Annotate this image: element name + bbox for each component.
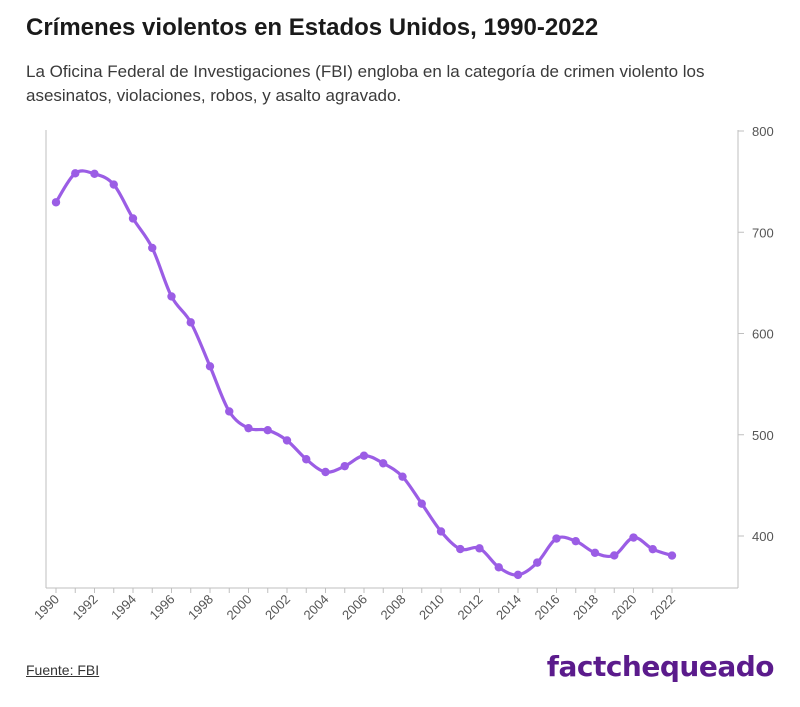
data-point-2012[interactable] — [475, 544, 484, 553]
data-point-2015[interactable] — [533, 558, 542, 567]
x-tick-label: 2016 — [532, 592, 563, 623]
x-tick-label: 2014 — [493, 592, 524, 623]
y-tick-label: 800 — [752, 124, 774, 139]
x-tick-label: 2012 — [455, 592, 486, 623]
x-tick-label: 2004 — [301, 592, 332, 623]
x-tick-label: 1998 — [185, 592, 216, 623]
x-tick-label: 2010 — [416, 592, 447, 623]
brand-logo: factchequeado — [546, 650, 775, 683]
data-point-2009[interactable] — [417, 499, 426, 508]
x-tick-label: 2002 — [262, 592, 293, 623]
data-point-1991[interactable] — [71, 169, 80, 178]
x-tick-label: 2008 — [378, 592, 409, 623]
data-point-2019[interactable] — [610, 551, 619, 560]
data-point-2006[interactable] — [359, 451, 369, 460]
x-tick-label: 1990 — [31, 592, 62, 623]
data-point-2018[interactable] — [590, 548, 600, 558]
data-point-2020[interactable] — [629, 533, 638, 542]
data-point-1990[interactable] — [51, 198, 61, 207]
data-point-2010[interactable] — [436, 527, 446, 536]
data-point-1998[interactable] — [205, 362, 215, 371]
x-axis-ticks: 1990 1992 1994 1996 1998 2000 2002 2004 2006 2008… — [31, 588, 678, 623]
data-point-2003[interactable] — [302, 455, 311, 464]
y-tick-label: 600 — [752, 327, 774, 342]
data-point-2022[interactable] — [667, 551, 677, 560]
y-tick-label: 700 — [752, 225, 774, 240]
data-point-2002[interactable] — [282, 436, 292, 445]
x-tick-label: 1996 — [147, 592, 178, 623]
y-tick-label: 400 — [752, 529, 774, 544]
data-point-2011[interactable] — [456, 544, 465, 554]
data-point-2008[interactable] — [398, 472, 407, 481]
y-axis-ticks: 400 500 600 700 800 — [738, 124, 774, 544]
data-point-2001[interactable] — [263, 425, 272, 435]
x-tick-label: 2006 — [339, 592, 370, 623]
data-point-2021[interactable] — [648, 544, 657, 554]
x-tick-label: 2020 — [609, 592, 640, 623]
source-link[interactable]: Fuente: FBI — [26, 662, 100, 678]
data-point-2000[interactable] — [244, 423, 253, 433]
data-point-1994[interactable] — [128, 214, 138, 223]
data-point-1996[interactable] — [167, 292, 176, 301]
data-point-1999[interactable] — [225, 407, 234, 416]
data-point-2014[interactable] — [513, 570, 523, 580]
x-tick-label: 2022 — [647, 592, 678, 623]
x-tick-label: 2018 — [570, 592, 601, 623]
x-tick-label: 1992 — [70, 592, 101, 623]
data-point-2016[interactable] — [552, 534, 561, 543]
data-point-1995[interactable] — [148, 243, 157, 253]
data-point-1993[interactable] — [109, 180, 118, 189]
y-tick-label: 500 — [752, 428, 774, 443]
chart-subtitle: La Oficina Federal de Investigaciones (F… — [26, 62, 705, 105]
chart-title: Crímenes violentos en Estados Unidos, 19… — [26, 14, 599, 41]
x-tick-label: 1994 — [108, 592, 139, 623]
data-point-1992[interactable] — [90, 169, 99, 179]
data-point-2007[interactable] — [379, 459, 388, 468]
data-point-2013[interactable] — [494, 563, 503, 572]
data-point-2005[interactable] — [340, 461, 349, 471]
chart-axes — [45, 130, 739, 589]
data-point-2017[interactable] — [571, 536, 580, 546]
data-point-1997[interactable] — [186, 318, 195, 327]
series-points — [51, 169, 677, 580]
series-line — [54, 169, 674, 577]
data-point-2004[interactable] — [321, 467, 330, 477]
x-tick-label: 2000 — [224, 592, 255, 623]
